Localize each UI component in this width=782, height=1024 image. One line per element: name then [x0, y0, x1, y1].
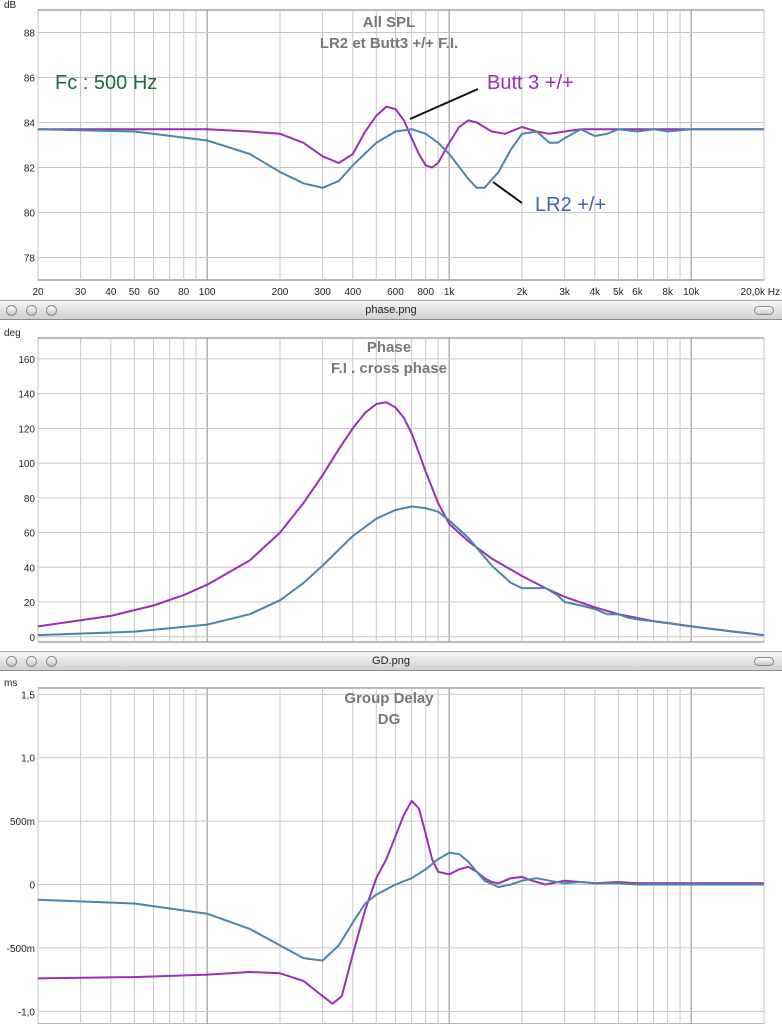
zoom-window-icon[interactable] [46, 305, 57, 316]
x-tick-label: 400 [345, 287, 362, 298]
y-unit-label: dB [4, 0, 17, 11]
x-tick-label: 1k [444, 287, 456, 298]
chart-subtitle: F.I . cross phase [331, 360, 447, 377]
x-tick-label: 200 [272, 287, 289, 298]
x-tick-label: 60 [148, 287, 160, 298]
y-tick-label: 60 [24, 529, 36, 540]
y-tick-label: 80 [24, 494, 36, 505]
y-tick-label: 0 [29, 881, 35, 892]
y-tick-label: 84 [24, 119, 36, 130]
series-line [38, 105, 764, 169]
toolbar-toggle-icon[interactable] [754, 306, 774, 315]
series-line [37, 851, 764, 962]
x-tick-label: 2k [517, 287, 529, 298]
minimize-window-icon[interactable] [26, 656, 37, 667]
plot-panel [37, 337, 765, 643]
x-tick-label: 4k [590, 287, 602, 298]
x-tick-label: 100 [199, 287, 216, 298]
minimize-window-icon[interactable] [26, 305, 37, 316]
chart-title: Phase [367, 339, 411, 356]
y-unit-label: ms [4, 678, 17, 689]
y-unit-label: deg [4, 328, 21, 339]
y-tick-label: -500m [7, 944, 35, 955]
y-tick-label: 20 [24, 598, 36, 609]
series-line [37, 128, 764, 189]
y-tick-label: 80 [24, 209, 36, 220]
y-tick-label: 160 [18, 355, 35, 366]
plot-frame [37, 687, 765, 1024]
close-window-icon[interactable] [6, 656, 17, 667]
lr2-pointer-line [492, 181, 523, 204]
y-tick-label: 0 [29, 633, 35, 644]
plot-frame [37, 9, 765, 281]
x-tick-label: 40 [105, 287, 117, 298]
x-tick-label: 6k [632, 287, 644, 298]
chart-subtitle: DG [378, 711, 401, 728]
x-tick-label: 600 [387, 287, 404, 298]
x-tick-label: 300 [314, 287, 331, 298]
x-tick-label: 3k [559, 287, 571, 298]
series-line [37, 401, 765, 637]
window-title: GD.png [372, 655, 410, 667]
y-tick-label: 120 [18, 424, 35, 435]
y-tick-label: 100 [18, 459, 35, 470]
y-tick-label: 1,5 [21, 690, 35, 701]
x-tick-label: 10k [683, 287, 700, 298]
chart-subtitle: LR2 et Butt3 +/+ F.I. [320, 35, 458, 52]
chart-title: All SPL [363, 14, 416, 31]
x-tick-label: 30 [75, 287, 87, 298]
close-window-icon[interactable] [6, 305, 17, 316]
x-tick-label: 80 [178, 287, 190, 298]
plot-panel [37, 687, 765, 1024]
plot-frame [37, 337, 765, 643]
window-title: phase.png [365, 304, 417, 316]
butt3-annotation: Butt 3 +/+ [487, 72, 574, 94]
zoom-window-icon[interactable] [46, 656, 57, 667]
plot-panel [37, 9, 765, 281]
y-tick-label: 78 [24, 254, 36, 265]
series-line [37, 505, 765, 637]
y-tick-label: -1,0 [18, 1007, 36, 1018]
gd-window-titlebar[interactable]: GD.png [0, 651, 782, 671]
y-tick-label: 82 [24, 164, 36, 175]
y-tick-label: 140 [18, 390, 35, 401]
toolbar-toggle-icon[interactable] [754, 657, 774, 666]
y-tick-label: 40 [24, 563, 36, 574]
x-tick-label: 800 [417, 287, 434, 298]
y-tick-label: 88 [24, 29, 36, 40]
butt3-pointer-line [409, 88, 479, 120]
y-tick-label: 500m [10, 817, 35, 828]
x-tick-label: 20 [32, 287, 44, 298]
y-tick-label: 1,0 [21, 754, 35, 765]
y-tick-label: 86 [24, 74, 36, 85]
fc-annotation: Fc : 500 Hz [55, 72, 157, 94]
x-tick-label: 20,0k Hz [741, 287, 780, 298]
phase-window-titlebar[interactable]: phase.png [0, 300, 782, 320]
x-tick-label: 8k [662, 287, 674, 298]
x-tick-label: 50 [129, 287, 141, 298]
x-tick-label: 5k [613, 287, 625, 298]
lr2-annotation: LR2 +/+ [535, 194, 606, 216]
chart-title: Group Delay [344, 690, 434, 707]
